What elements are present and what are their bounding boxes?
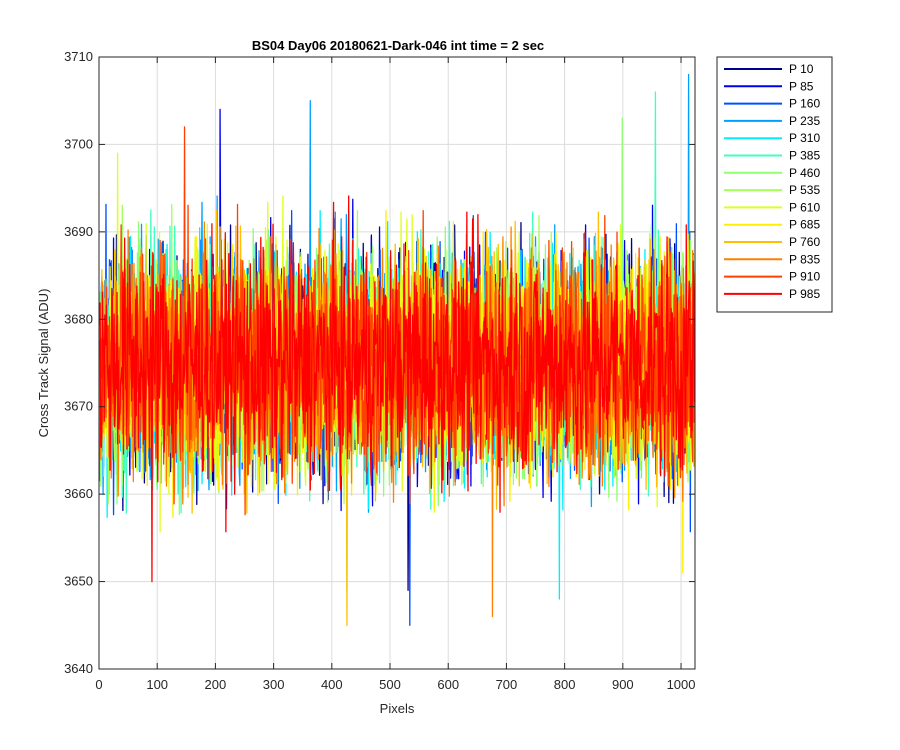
x-tick-label: 300 [263, 677, 285, 692]
chart-title: BS04 Day06 20180621-Dark-046 int time = … [252, 38, 544, 53]
legend-label: P 610 [789, 200, 820, 214]
x-tick-label: 200 [205, 677, 227, 692]
legend-label: P 160 [789, 97, 820, 111]
series-line [99, 195, 695, 583]
legend-label: P 685 [789, 218, 820, 232]
y-tick-label: 3700 [64, 136, 93, 151]
x-tick-label: 800 [554, 677, 576, 692]
y-tick-label: 3690 [64, 224, 93, 239]
legend-label: P 310 [789, 131, 820, 145]
legend: P 10 P 85 P 160 P 235 P 310 P 385 P 460 P 535 P … [716, 56, 833, 313]
legend-label: P 535 [789, 183, 820, 197]
legend-label: P 760 [789, 235, 820, 249]
legend-box [716, 56, 833, 313]
legend-label: P 85 [789, 79, 814, 93]
x-tick-label: 600 [437, 677, 459, 692]
x-tick-label: 900 [612, 677, 634, 692]
x-axis-label: Pixels [380, 701, 415, 716]
x-tick-label: 1000 [667, 677, 696, 692]
y-tick-label: 3710 [64, 49, 93, 64]
y-tick-label: 3650 [64, 574, 93, 589]
y-tick-label: 3660 [64, 486, 93, 501]
legend-label: P 910 [789, 270, 820, 284]
legend-label: P 835 [789, 252, 820, 266]
legend-label: P 460 [789, 166, 820, 180]
y-tick-label: 3680 [64, 311, 93, 326]
tick-layer: 0 100 200 300 400 500 600 700 800 900 1000 3640 3650… [64, 49, 695, 692]
x-tick-label: 100 [146, 677, 168, 692]
y-tick-label: 3670 [64, 399, 93, 414]
legend-items: P 10 P 85 P 160 P 235 P 310 P 385 P 460 P 535 P … [724, 62, 820, 301]
x-tick-label: 400 [321, 677, 343, 692]
x-tick-label: 700 [496, 677, 518, 692]
x-tick-label: 500 [379, 677, 401, 692]
axes-box [98, 56, 696, 670]
y-tick-label: 3640 [64, 661, 93, 676]
legend-label: P 985 [789, 287, 820, 301]
legend-label: P 385 [789, 149, 820, 163]
series-layer [99, 73, 695, 626]
x-tick-label: 0 [95, 677, 102, 692]
legend-label: P 10 [789, 62, 814, 76]
y-axis-label: Cross Track Signal (ADU) [36, 289, 51, 438]
legend-label: P 235 [789, 114, 820, 128]
